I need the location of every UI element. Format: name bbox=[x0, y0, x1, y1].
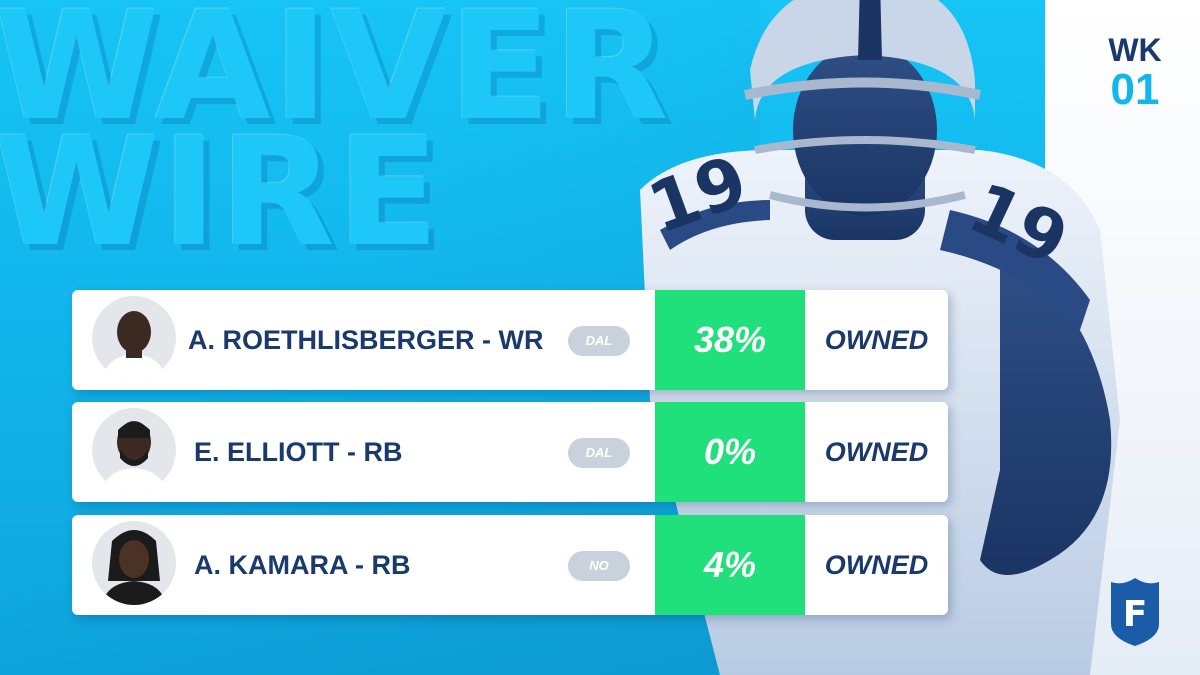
player-headshot-icon bbox=[102, 530, 166, 605]
team-badge: DAL bbox=[568, 326, 630, 356]
logo-letter: F bbox=[1123, 594, 1148, 635]
owned-label: OWNED bbox=[824, 325, 929, 355]
player-name: A. KAMARA - RB bbox=[194, 550, 411, 580]
owned-percent-box: 4% bbox=[655, 515, 805, 615]
player-avatar bbox=[92, 296, 176, 380]
title-line-2: WIRE bbox=[0, 106, 442, 280]
player-avatar bbox=[92, 521, 176, 605]
player-headshot-icon bbox=[102, 421, 166, 492]
player-row: A. KAMARA - RB NO 4% OWNED bbox=[72, 515, 948, 615]
owned-label: OWNED bbox=[824, 437, 929, 467]
week-indicator: WK 01 bbox=[1100, 34, 1170, 112]
owned-percent: 4% bbox=[703, 544, 757, 585]
player-row: E. ELLIOTT - RB DAL 0% OWNED bbox=[72, 402, 948, 502]
week-number: 01 bbox=[1110, 65, 1160, 114]
owned-percent-box: 38% bbox=[655, 290, 805, 390]
owned-label: OWNED bbox=[824, 550, 929, 580]
team-badge: DAL bbox=[568, 438, 630, 468]
player-name: E. ELLIOTT - RB bbox=[194, 437, 403, 467]
owned-percent: 38% bbox=[693, 319, 767, 360]
title-line-1: WAIVER bbox=[0, 0, 671, 154]
player-row: A. ROETHLISBERGER - WR DAL 38% OWNED bbox=[72, 290, 948, 390]
player-headshot-icon bbox=[102, 311, 166, 380]
owned-percent: 0% bbox=[703, 431, 757, 472]
player-avatar bbox=[92, 408, 176, 492]
player-name: A. ROETHLISBERGER - WR bbox=[188, 325, 544, 355]
fanduel-shield-icon: F bbox=[1111, 578, 1159, 646]
team-badge: NO bbox=[568, 551, 630, 581]
owned-percent-box: 0% bbox=[655, 402, 805, 502]
week-label: WK bbox=[1108, 32, 1162, 68]
